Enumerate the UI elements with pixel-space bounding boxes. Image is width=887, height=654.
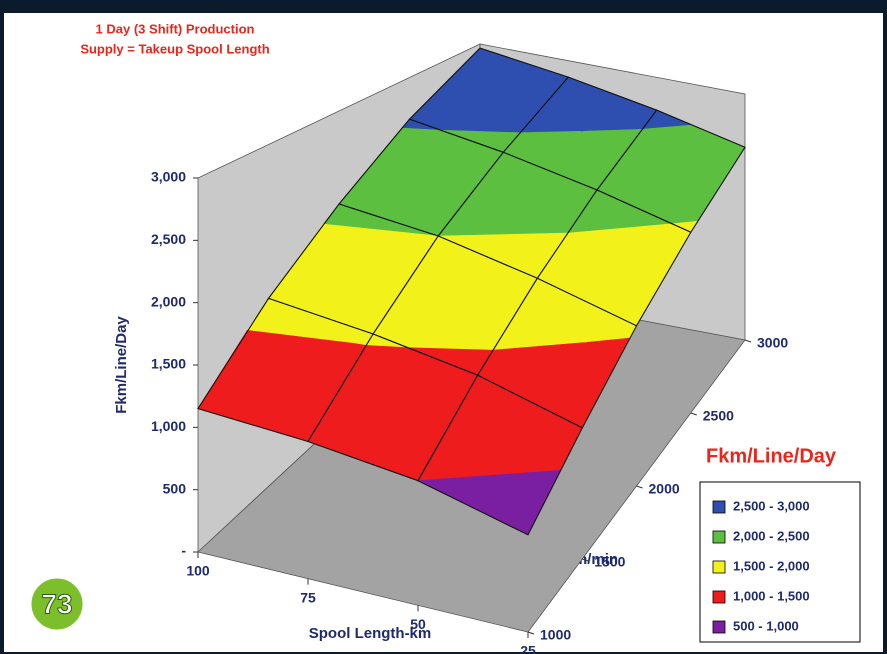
legend-label: 1,000 - 1,500 — [733, 588, 810, 603]
z-tick-label: 1,500 — [151, 356, 186, 372]
y-tick-label: 1000 — [540, 627, 571, 643]
x-tick-label: 25 — [520, 643, 536, 654]
z-tick-label: 3,000 — [151, 169, 186, 185]
y-tick-label: 1500 — [594, 554, 625, 570]
title-line: 1 Day (3 Shift) Production — [96, 21, 255, 36]
legend-label: 500 - 1,000 — [733, 618, 799, 633]
y-tick — [744, 339, 752, 343]
legend-swatch — [712, 560, 726, 574]
legend-swatch — [712, 590, 726, 604]
x-tick-label: 100 — [186, 563, 210, 579]
legend-title: Fkm/Line/Day — [706, 445, 837, 467]
x-tick-label: 50 — [410, 616, 426, 632]
legend-label: 1,500 - 2,000 — [733, 558, 810, 573]
z-tick-label: 500 — [163, 480, 187, 496]
y-tick — [582, 558, 589, 562]
z-tick-label: - — [181, 543, 186, 559]
y-tick-label: 2500 — [703, 408, 734, 424]
z-tick-label: 1,000 — [151, 418, 186, 434]
title-line: Supply = Takeup Spool Length — [80, 41, 269, 56]
badge-text: 73 — [41, 588, 72, 619]
legend-label: 2,500 - 3,000 — [733, 498, 810, 513]
y-tick — [690, 412, 697, 416]
y-tick-label: 2000 — [649, 481, 680, 497]
x-tick-label: 75 — [300, 589, 316, 605]
legend-swatch — [712, 530, 726, 544]
legend-swatch — [712, 500, 726, 514]
y-tick — [636, 485, 643, 489]
z-tick-label: 2,000 — [151, 293, 186, 309]
z-axis-label: Fkm/Line/Day — [113, 316, 130, 414]
legend-label: 2,000 - 2,500 — [733, 528, 810, 543]
surface-cell — [417, 374, 584, 536]
y-tick — [527, 631, 535, 635]
z-tick-label: 2,500 — [151, 231, 186, 247]
legend-box — [699, 481, 861, 643]
badge — [28, 575, 86, 633]
x-axis-label: Spool Length-km — [309, 625, 432, 642]
y-tick-label: 3000 — [757, 335, 788, 351]
legend-swatch — [712, 620, 726, 634]
